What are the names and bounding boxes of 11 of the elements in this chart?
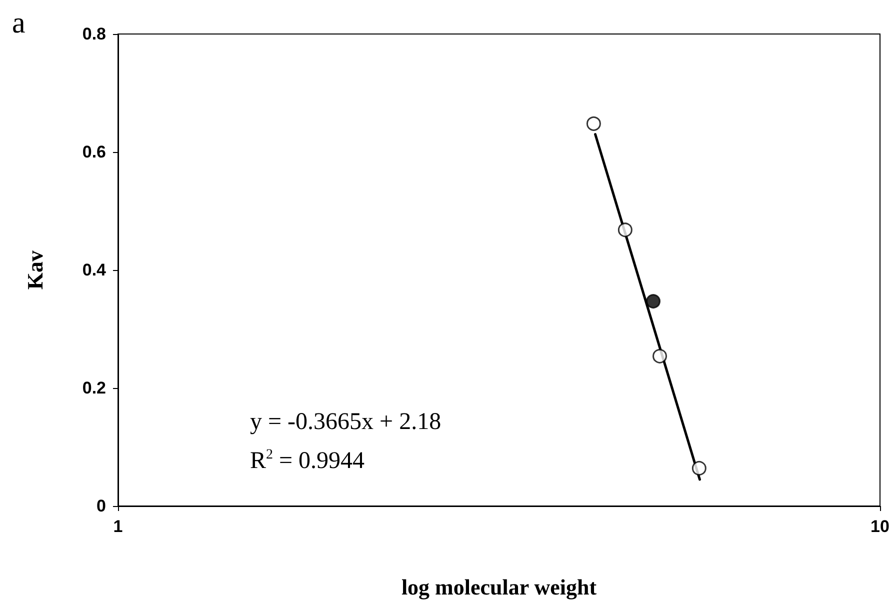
x-tick-label: 10 [870, 517, 890, 536]
x-tick-label: 1 [113, 517, 123, 536]
y-tick-label: 0.8 [82, 24, 106, 44]
y-tick-label: 0 [96, 496, 106, 516]
y-tick-label: 0.2 [82, 378, 106, 398]
y-tick-label: 0.4 [82, 260, 107, 280]
annotation: y = -0.3665x + 2.18 [250, 409, 442, 435]
y-axis-title: Kav [22, 250, 48, 290]
x-axis-title: log molecular weight [401, 574, 598, 600]
y-tick-label: 0.6 [82, 142, 106, 162]
text: a [12, 6, 26, 40]
